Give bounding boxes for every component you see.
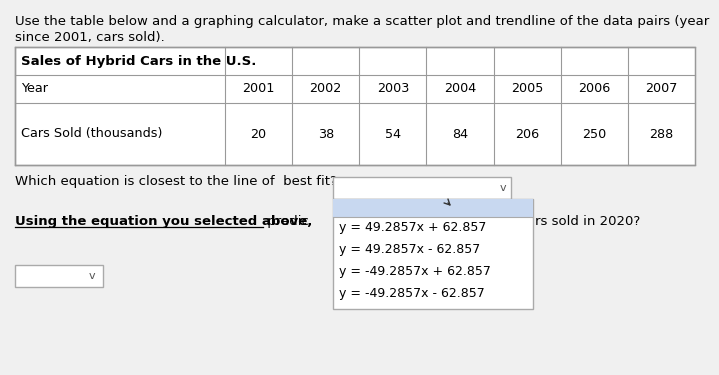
Text: rs sold in 2020?: rs sold in 2020? <box>535 215 640 228</box>
Text: since 2001, cars sold).: since 2001, cars sold). <box>15 31 165 44</box>
FancyBboxPatch shape <box>333 199 533 217</box>
FancyBboxPatch shape <box>333 177 511 199</box>
FancyBboxPatch shape <box>333 199 533 309</box>
Text: 2003: 2003 <box>377 82 409 96</box>
Text: y = -49.2857x - 62.857: y = -49.2857x - 62.857 <box>339 288 485 300</box>
Text: Year: Year <box>21 82 48 96</box>
Text: 20: 20 <box>250 128 267 141</box>
Text: 2005: 2005 <box>511 82 544 96</box>
Text: Sales of Hybrid Cars in the U.S.: Sales of Hybrid Cars in the U.S. <box>21 54 257 68</box>
Text: 2002: 2002 <box>310 82 342 96</box>
Text: Using the equation you selected above,: Using the equation you selected above, <box>15 215 312 228</box>
Text: 54: 54 <box>385 128 401 141</box>
Text: Which equation is closest to the line of  best fit?: Which equation is closest to the line of… <box>15 175 337 188</box>
Text: 206: 206 <box>515 128 539 141</box>
Text: 2001: 2001 <box>242 82 275 96</box>
Text: predic: predic <box>263 215 309 228</box>
Text: Use the table below and a graphing calculator, make a scatter plot and trendline: Use the table below and a graphing calcu… <box>15 15 709 28</box>
Text: y = -49.2857x + 62.857: y = -49.2857x + 62.857 <box>339 266 491 279</box>
Text: 288: 288 <box>649 128 674 141</box>
Text: Cars Sold (thousands): Cars Sold (thousands) <box>21 128 162 141</box>
FancyBboxPatch shape <box>15 47 695 165</box>
Text: 38: 38 <box>318 128 334 141</box>
Text: v: v <box>88 271 96 281</box>
FancyBboxPatch shape <box>15 265 103 287</box>
Text: y = 49.2857x + 62.857: y = 49.2857x + 62.857 <box>339 222 486 234</box>
Text: v: v <box>500 183 506 193</box>
Text: y = 49.2857x - 62.857: y = 49.2857x - 62.857 <box>339 243 480 256</box>
Text: 2004: 2004 <box>444 82 476 96</box>
Text: 250: 250 <box>582 128 606 141</box>
Text: 2006: 2006 <box>578 82 610 96</box>
Text: 84: 84 <box>452 128 468 141</box>
Text: 2007: 2007 <box>645 82 677 96</box>
